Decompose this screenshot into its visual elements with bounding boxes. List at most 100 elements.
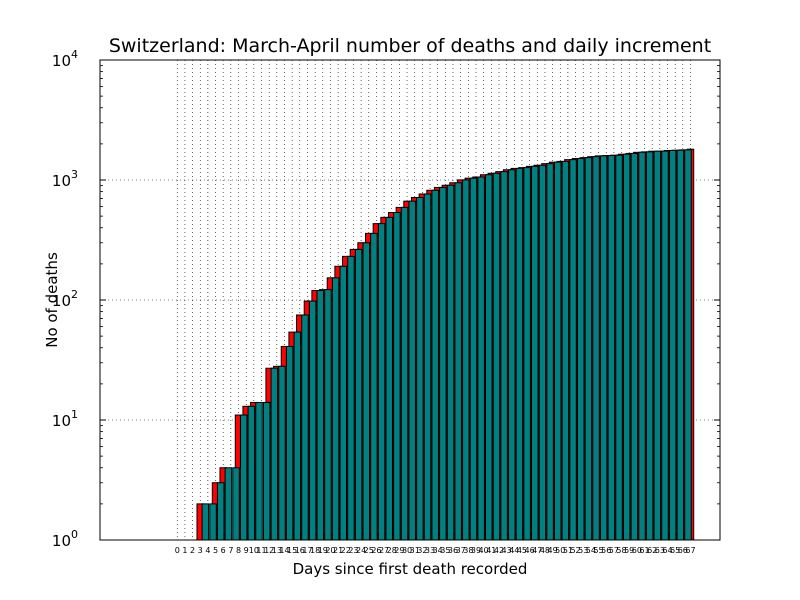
x-tick-label: 19 xyxy=(318,546,328,555)
cumulative-bar xyxy=(362,242,370,541)
x-tick-label: 22 xyxy=(341,546,351,555)
cumulative-bar xyxy=(515,167,524,541)
x-tick-label: 2 xyxy=(190,546,195,555)
x-tick-label: 38 xyxy=(463,546,473,555)
x-tick-label: 5 xyxy=(213,546,218,555)
x-tick-label: 18 xyxy=(310,546,320,555)
cumulative-bar xyxy=(492,172,501,541)
cumulative-bar xyxy=(216,482,225,541)
cumulative-bar xyxy=(554,161,562,541)
x-tick-label: 29 xyxy=(394,546,404,555)
x-tick-label: 27 xyxy=(379,546,389,555)
x-tick-label: 37 xyxy=(456,546,466,555)
cumulative-bar xyxy=(331,277,340,541)
x-tick-label: 45 xyxy=(517,546,527,555)
x-tick-label: 48 xyxy=(540,546,550,555)
y-tick-label: 102 xyxy=(52,288,78,310)
x-tick-label: 33 xyxy=(425,546,435,555)
cumulative-bar xyxy=(576,158,585,541)
x-tick-label: 53 xyxy=(578,546,588,555)
x-tick-label: 36 xyxy=(448,546,458,555)
y-ticks: 100 101 102 103 104 xyxy=(52,48,720,550)
x-tick-label: 50 xyxy=(555,546,565,555)
x-tick-label: 59 xyxy=(624,546,634,555)
x-tick-label: 24 xyxy=(356,546,366,555)
cumulative-bar xyxy=(408,200,416,541)
cumulative-bar xyxy=(339,265,348,541)
y-tick-label: 104 xyxy=(52,48,78,70)
x-tick-label: 34 xyxy=(433,546,443,555)
cumulative-bar xyxy=(584,157,593,541)
x-tick-label: 21 xyxy=(333,546,343,555)
x-tick-label: 67 xyxy=(685,546,695,555)
x-tick-label: 39 xyxy=(471,546,481,555)
cumulative-bar xyxy=(561,160,570,541)
x-tick-label: 43 xyxy=(502,546,512,555)
bars xyxy=(196,148,695,541)
cumulative-bar xyxy=(293,331,302,541)
cumulative-bar xyxy=(446,184,455,541)
x-tick-label: 64 xyxy=(662,546,672,555)
x-tick-label: 44 xyxy=(509,546,519,555)
cumulative-bar xyxy=(508,169,516,541)
x-tick-label: 49 xyxy=(547,546,557,555)
cumulative-bar xyxy=(247,405,256,541)
cumulative-bar xyxy=(270,367,279,541)
cumulative-bar xyxy=(370,232,378,541)
cumulative-bar xyxy=(232,467,240,541)
x-tick-label: 47 xyxy=(532,546,542,555)
x-tick-label: 14 xyxy=(279,546,289,555)
cumulative-bar xyxy=(431,189,439,541)
x-tick-label: 56 xyxy=(601,546,611,555)
x-tick-label: 63 xyxy=(655,546,665,555)
cumulative-bar xyxy=(500,171,508,541)
y-axis-label: No of deaths xyxy=(43,252,61,348)
x-tick-label: 51 xyxy=(563,546,573,555)
y-tick-label: 100 xyxy=(52,528,78,550)
x-tick-label: 0 xyxy=(175,546,180,555)
cumulative-bar xyxy=(354,248,363,541)
x-tick-label: 26 xyxy=(371,546,381,555)
cumulative-bar xyxy=(569,159,577,541)
cumulative-bar xyxy=(377,223,386,541)
x-tick-label: 20 xyxy=(325,546,335,555)
x-axis-label: Days since first death recorded xyxy=(293,560,528,578)
x-tick-label: 23 xyxy=(348,546,358,555)
x-tick-label: 35 xyxy=(440,546,450,555)
x-tick-label: 3 xyxy=(198,546,203,555)
x-tick-label: 60 xyxy=(632,546,642,555)
cumulative-bar xyxy=(676,149,685,541)
x-tick-label: 1 xyxy=(182,546,187,555)
cumulative-bar xyxy=(423,193,432,541)
cumulative-bar xyxy=(201,503,210,541)
cumulative-bar xyxy=(615,154,623,541)
x-tick-label: 62 xyxy=(647,546,657,555)
x-tick-label: 55 xyxy=(593,546,603,555)
cumulative-bar xyxy=(301,314,309,541)
cumulative-bar xyxy=(638,151,646,541)
cumulative-bar xyxy=(316,289,325,541)
cumulative-bar xyxy=(684,149,692,541)
cumulative-bar xyxy=(645,151,654,541)
x-tick-label: 13 xyxy=(272,546,282,555)
cumulative-bar xyxy=(224,467,233,541)
x-tick-label: 42 xyxy=(494,546,504,555)
cumulative-bar xyxy=(278,365,286,541)
cumulative-bar xyxy=(531,165,539,541)
cumulative-bar xyxy=(209,503,217,541)
x-tick-label: 40 xyxy=(479,546,489,555)
cumulative-bar xyxy=(653,150,662,541)
x-tick-label: 54 xyxy=(586,546,596,555)
cumulative-bar xyxy=(385,216,393,541)
x-tick-label: 9 xyxy=(244,546,249,555)
x-tick-label: 25 xyxy=(364,546,374,555)
cumulative-bar xyxy=(285,345,294,541)
cumulative-bar xyxy=(255,401,263,541)
cumulative-bar xyxy=(308,300,317,541)
cumulative-bar xyxy=(523,167,531,541)
cumulative-bar xyxy=(469,177,478,541)
cumulative-bar xyxy=(347,255,355,541)
cumulative-bar xyxy=(661,150,669,541)
x-tick-label: 16 xyxy=(295,546,305,555)
